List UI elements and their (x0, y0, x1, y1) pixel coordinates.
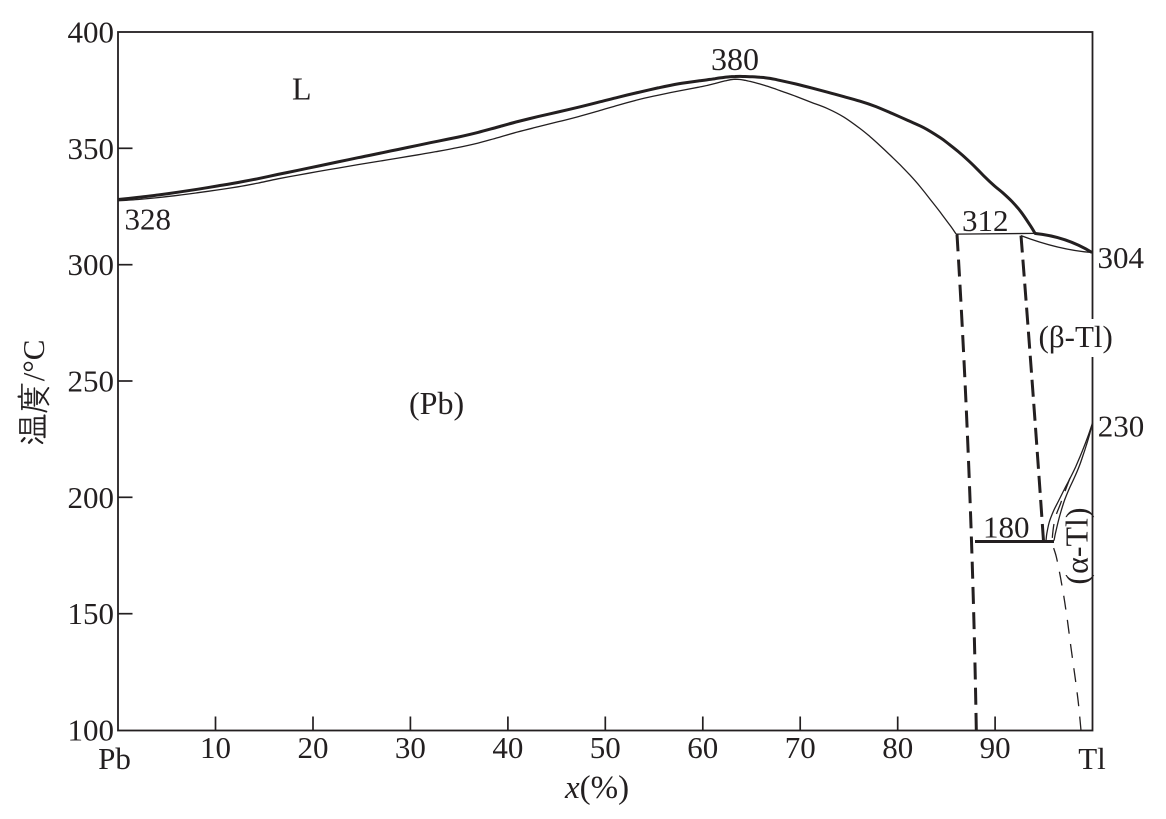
svg-text:312: 312 (962, 203, 1009, 238)
svg-text:250: 250 (68, 364, 115, 399)
svg-text:/°C: /°C (16, 340, 51, 382)
svg-text:350: 350 (68, 131, 115, 166)
svg-text:90: 90 (980, 730, 1011, 765)
svg-text:328: 328 (125, 202, 172, 237)
svg-text:30: 30 (395, 730, 426, 765)
svg-text:304: 304 (1098, 240, 1145, 275)
svg-text:400: 400 (68, 15, 115, 50)
svg-text:40: 40 (492, 730, 523, 765)
svg-text:230: 230 (1098, 409, 1145, 444)
svg-text:x(%): x(%) (564, 770, 629, 806)
svg-text:60: 60 (687, 730, 718, 765)
svg-text:100: 100 (68, 713, 115, 748)
svg-text:200: 200 (68, 480, 115, 515)
svg-text:L: L (292, 71, 312, 107)
svg-text:150: 150 (68, 596, 115, 631)
svg-text:50: 50 (590, 730, 621, 765)
svg-text:80: 80 (882, 730, 913, 765)
svg-text:Pb: Pb (98, 741, 131, 776)
svg-text:10: 10 (200, 730, 231, 765)
svg-text:(Pb): (Pb) (409, 385, 464, 421)
svg-text:70: 70 (785, 730, 816, 765)
svg-text:Tl: Tl (1078, 741, 1106, 776)
svg-text:180: 180 (983, 510, 1030, 545)
svg-text:300: 300 (68, 247, 115, 282)
svg-text:(α-Tl): (α-Tl) (1059, 507, 1095, 584)
svg-text:20: 20 (298, 730, 329, 765)
svg-text:380: 380 (711, 41, 759, 77)
svg-text:(β-Tl): (β-Tl) (1039, 319, 1113, 354)
